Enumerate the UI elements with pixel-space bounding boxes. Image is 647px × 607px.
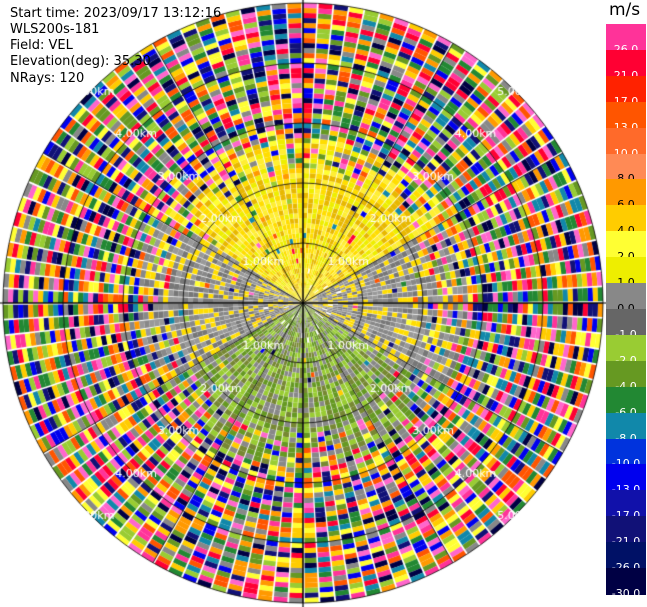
colorbar-cell [606, 360, 646, 388]
colorbar-cell [606, 283, 646, 310]
field-label: Field: VEL [10, 38, 73, 53]
site-label: WLS200s-181 [10, 22, 100, 37]
elevation-label: Elevation(deg): 35.30 [10, 54, 151, 69]
colorbar-cell [606, 75, 646, 103]
colorbar-cell [606, 490, 646, 518]
colorbar-unit-label: m/s [609, 0, 641, 20]
nrays-label: NRays: 120 [10, 71, 85, 86]
colorbar-cell [606, 127, 646, 155]
colorbar-cell [606, 257, 646, 285]
colorbar-cell [606, 386, 646, 414]
colorbar-cell [606, 153, 646, 181]
colorbar-cell [606, 412, 646, 440]
colorbar: 26.021.017.013.010.08.06.04.02.01.00.0-1… [606, 24, 646, 600]
colorbar-tick-label: -30.0 [611, 587, 641, 600]
colorbar-cell [606, 179, 646, 207]
colorbar-cell [606, 568, 646, 595]
start-time-label: Start time: 2023/09/17 13:12:16 [10, 6, 222, 21]
colorbar-cell [606, 231, 646, 259]
colorbar-cell [606, 542, 646, 570]
ppi-velocity-plot [0, 0, 606, 607]
colorbar-cell [606, 24, 646, 51]
colorbar-cell [606, 464, 646, 492]
colorbar-cell [606, 49, 646, 77]
colorbar-cell [606, 309, 646, 336]
colorbar-cell [606, 334, 646, 362]
colorbar-cell [606, 205, 646, 233]
colorbar-cell [606, 101, 646, 129]
colorbar-cell [606, 516, 646, 544]
colorbar-cell [606, 438, 646, 466]
